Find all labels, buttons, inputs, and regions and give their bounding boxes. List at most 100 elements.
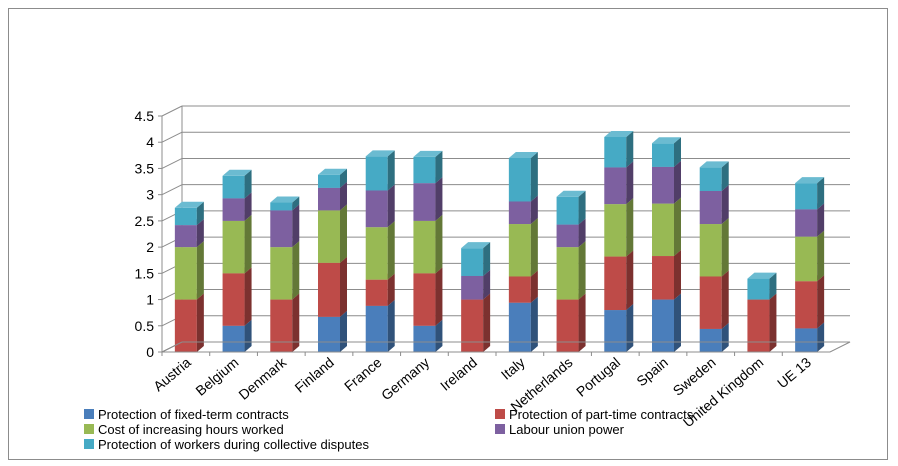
x-tick-label: Denmark xyxy=(235,353,290,402)
bar-segment xyxy=(174,247,197,300)
bar-segment xyxy=(270,247,293,300)
legend-item: Protection of part-time contracts xyxy=(495,407,694,422)
bar-segment xyxy=(795,328,818,352)
legend-label: Cost of increasing hours worked xyxy=(98,422,284,437)
bar-segment-top xyxy=(747,272,777,279)
chart-floor xyxy=(161,341,851,353)
bar-segment-side xyxy=(387,299,395,352)
bar-segment xyxy=(795,236,818,282)
bar-segment-side xyxy=(244,267,252,326)
bar-segment-top xyxy=(174,201,204,208)
bar-segment-side xyxy=(721,270,729,329)
bar-segment-side xyxy=(387,221,395,280)
legend: Protection of fixed-term contracts Protec… xyxy=(84,407,694,452)
bar-segment-top xyxy=(413,150,443,157)
bar-segment xyxy=(652,299,674,352)
bar-segment-side xyxy=(435,214,443,274)
bar-segment-side xyxy=(530,270,538,303)
x-tick-label: France xyxy=(341,354,385,394)
gridlines xyxy=(161,105,850,353)
legend-item: Labour union power xyxy=(495,422,625,437)
legend-swatch xyxy=(495,424,505,434)
bar-segment xyxy=(461,248,484,276)
bar-segment-side xyxy=(292,293,300,352)
bar-segment-side xyxy=(244,214,252,274)
y-tick-label: 2 xyxy=(146,239,154,255)
bar-segment-side xyxy=(292,196,300,211)
bar-segment xyxy=(318,316,340,352)
bar-segment xyxy=(747,299,770,352)
bar-segment xyxy=(365,279,388,306)
bar-segment-side xyxy=(817,322,825,352)
bar-segment xyxy=(795,281,818,329)
bar-segment-side xyxy=(483,269,491,300)
x-tick-label: Germany xyxy=(378,354,432,403)
bar-segment-top xyxy=(699,161,729,168)
bar-segment xyxy=(699,167,722,191)
bar-segment-side xyxy=(626,130,634,168)
bar-segment xyxy=(795,209,818,237)
bar-segment xyxy=(604,136,627,168)
bar-segment xyxy=(556,247,579,300)
bar-segment-side xyxy=(626,161,634,205)
bar-segment-side xyxy=(196,219,204,248)
bar-segment xyxy=(318,262,340,317)
bar-segment-top xyxy=(222,169,252,176)
bar-segment xyxy=(222,220,245,274)
y-tick-label: 1.5 xyxy=(135,265,155,281)
bar-segment-side xyxy=(387,184,395,228)
gridline-side xyxy=(161,184,183,196)
bar-segment-side xyxy=(578,190,586,225)
legend-label: Protection of fixed-term contracts xyxy=(98,407,289,422)
bar-segment-side xyxy=(530,151,538,202)
bar-segment xyxy=(747,278,770,300)
bar-segment-top xyxy=(795,177,825,184)
bar-segment-side xyxy=(530,195,538,225)
legend-item: Protection of fixed-term contracts xyxy=(84,407,289,422)
bar-segment xyxy=(174,207,197,226)
bar-segment xyxy=(222,273,245,326)
bar-segment xyxy=(699,190,722,225)
bar-segment-side xyxy=(674,160,681,204)
bar-segment xyxy=(270,202,293,211)
bar-segment xyxy=(652,166,674,204)
bar-segment xyxy=(318,210,340,263)
x-tick-label: Italy xyxy=(498,354,528,383)
bar-segment-side xyxy=(817,230,825,282)
bar-segment-side xyxy=(674,137,681,167)
bar-segment-side xyxy=(817,275,825,329)
x-tick-label: Finland xyxy=(291,354,336,396)
bar-segment-side xyxy=(435,319,443,352)
bar-segment-side xyxy=(196,293,204,352)
bar-segment-side xyxy=(196,201,204,226)
legend-swatch xyxy=(84,439,94,449)
bar-segment-side xyxy=(483,293,491,352)
bar-segment-side xyxy=(340,256,347,317)
legend-label: Labour union power xyxy=(509,422,625,437)
bar-segment xyxy=(604,256,627,311)
bar-segment-side xyxy=(626,198,634,257)
x-tick-label: Belgium xyxy=(192,354,241,399)
y-tick-label: 3 xyxy=(146,187,154,203)
gridline-side xyxy=(161,105,183,117)
bar-segment xyxy=(413,220,436,274)
x-tick-label: Ireland xyxy=(437,354,480,394)
bar-segment-side xyxy=(340,181,347,211)
bar-segment-side xyxy=(292,241,300,300)
y-tick-label: 3.5 xyxy=(135,160,155,176)
x-tick-label: Austria xyxy=(150,354,194,394)
bar-segment-side xyxy=(530,296,538,352)
x-tick-label: Spain xyxy=(633,354,671,389)
bar-segment-top xyxy=(270,196,300,203)
bar-segment xyxy=(270,299,293,352)
bar-segment-top xyxy=(318,168,347,175)
bar-segment-top xyxy=(461,242,491,249)
bar-segment xyxy=(365,190,388,228)
bar-segment xyxy=(604,310,627,352)
bar-segment xyxy=(556,196,579,225)
bar-segment-side xyxy=(721,184,729,225)
y-tick-label: 4.5 xyxy=(135,108,155,124)
bar-segment xyxy=(699,224,722,277)
bar-segment-side xyxy=(578,293,586,352)
